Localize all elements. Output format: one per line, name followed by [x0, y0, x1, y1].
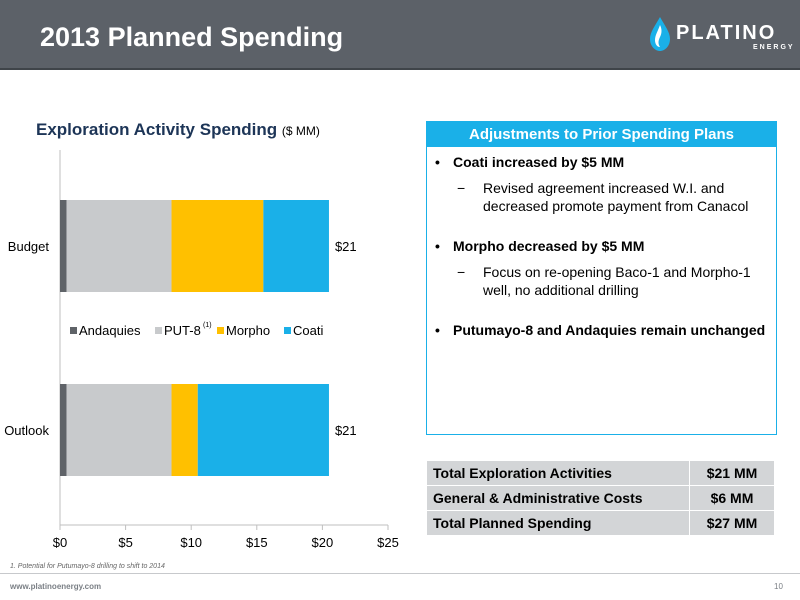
page-number: 10: [774, 582, 783, 591]
x-tick-label: $25: [377, 535, 399, 550]
x-tick-label: $15: [246, 535, 268, 550]
logo-subtext: ENERGY: [753, 44, 795, 51]
legend-swatch: [155, 327, 162, 334]
footnote: 1. Potential for Putumayo-8 drilling to …: [10, 563, 165, 570]
legend-superscript: (1): [203, 322, 212, 329]
total-data-label: $21: [335, 239, 357, 254]
x-tick-label: $0: [53, 535, 67, 550]
bar-segment-put-8: [66, 384, 172, 476]
slide-header: 2013 Planned Spending PLATINO ENERGY: [0, 0, 800, 70]
summary-table: Total Exploration Activities $21 MM Gene…: [426, 460, 775, 536]
table-cell-value: $27 MM: [689, 510, 775, 536]
bullet-coati: Coati increased by $5 MM: [435, 153, 766, 171]
bar-segment-morpho: [171, 200, 264, 292]
adjustments-panel: Adjustments to Prior Spending Plans Coat…: [426, 121, 777, 435]
legend-swatch: [70, 327, 77, 334]
bar-segment-coati: [197, 384, 329, 476]
bar-segment-andaquies: [60, 384, 67, 476]
bar-segment-andaquies: [60, 200, 67, 292]
footer-divider: [0, 573, 800, 574]
logo-wordmark: PLATINO: [676, 22, 777, 44]
table-cell-label: General & Administrative Costs: [426, 485, 690, 511]
legend-label: PUT-8: [164, 323, 201, 338]
legend-label: Andaquies: [79, 323, 141, 338]
category-label: Budget: [8, 239, 50, 254]
sub-bullet-coati: Revised agreement increased W.I. and dec…: [435, 179, 766, 215]
website-link[interactable]: www.platinoenergy.com: [10, 582, 102, 591]
legend-label: Coati: [293, 323, 323, 338]
chart-title: Exploration Activity Spending ($ MM): [36, 120, 320, 140]
legend-swatch: [284, 327, 291, 334]
total-data-label: $21: [335, 423, 357, 438]
panel-body: Coati increased by $5 MM Revised agreeme…: [427, 147, 776, 339]
bullet-putumayo: Putumayo-8 and Andaquies remain unchange…: [435, 321, 766, 339]
bar-segment-morpho: [171, 384, 198, 476]
table-row: Total Exploration Activities $21 MM: [426, 460, 775, 486]
flame-drop-icon: [650, 17, 670, 51]
table-cell-label: Total Planned Spending: [426, 510, 690, 536]
table-row: General & Administrative Costs $6 MM: [426, 485, 775, 511]
bar-segment-coati: [263, 200, 329, 292]
page-title: 2013 Planned Spending: [40, 22, 344, 52]
table-row: Total Planned Spending $27 MM: [426, 510, 775, 536]
legend-label: Morpho: [226, 323, 270, 338]
bullet-morpho: Morpho decreased by $5 MM: [435, 237, 766, 255]
x-tick-label: $20: [312, 535, 334, 550]
x-tick-label: $10: [180, 535, 202, 550]
table-cell-value: $6 MM: [689, 485, 775, 511]
legend-swatch: [217, 327, 224, 334]
bar-segment-put-8: [66, 200, 172, 292]
chart-title-unit: ($ MM): [281, 124, 320, 138]
table-cell-label: Total Exploration Activities: [426, 460, 690, 486]
company-logo: PLATINO ENERGY: [645, 16, 795, 56]
panel-heading: Adjustments to Prior Spending Plans: [427, 122, 776, 147]
spending-chart: $0 $5 $10 $15 $20 $25 Budget $21 Outlook $21 Andaq…: [4, 150, 399, 550]
chart-title-main: Exploration Activity Spending: [36, 120, 278, 139]
x-tick-label: $5: [118, 535, 132, 550]
sub-bullet-morpho: Focus on re-opening Baco-1 and Morpho-1 …: [435, 263, 766, 299]
table-cell-value: $21 MM: [689, 460, 775, 486]
category-label: Outlook: [4, 423, 49, 438]
